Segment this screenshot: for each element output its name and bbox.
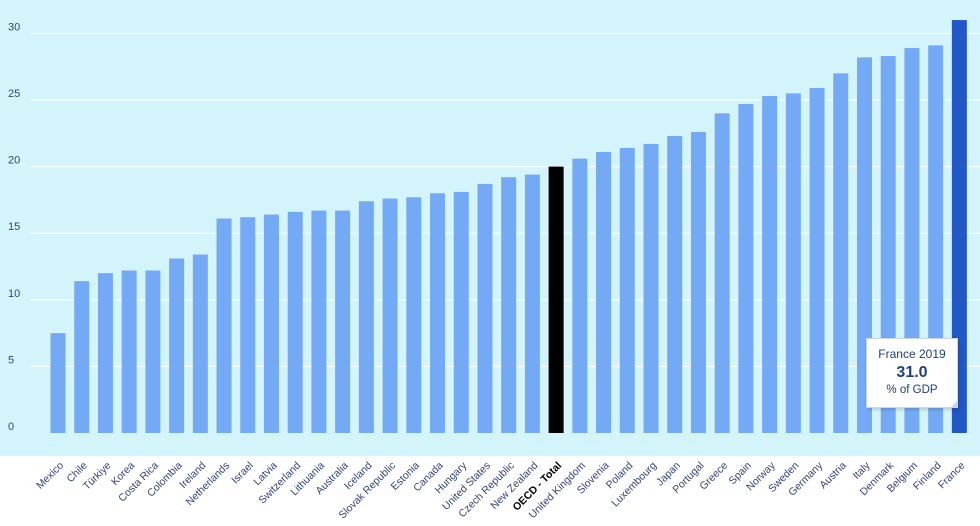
bar[interactable] — [335, 210, 351, 433]
bar[interactable] — [145, 270, 161, 433]
bar[interactable] — [690, 131, 706, 433]
y-tick-label: 25 — [8, 88, 20, 100]
bar[interactable] — [121, 270, 137, 433]
bar[interactable] — [619, 147, 635, 433]
bar[interactable] — [263, 214, 279, 433]
bar[interactable] — [951, 20, 967, 434]
bar[interactable] — [714, 113, 730, 433]
bar[interactable] — [762, 96, 778, 433]
bar[interactable] — [287, 211, 303, 433]
bar[interactable] — [50, 333, 66, 433]
x-category-label: France — [936, 460, 968, 492]
value-tooltip: France 2019 31.0 % of GDP — [866, 338, 958, 408]
bar[interactable] — [572, 158, 588, 433]
bar[interactable] — [240, 217, 256, 433]
tooltip-value: 31.0 — [896, 364, 928, 381]
tooltip-unit: % of GDP — [886, 384, 938, 396]
bar[interactable] — [358, 201, 374, 433]
x-category-label: Mexico — [34, 460, 66, 492]
y-tick-label: 10 — [8, 288, 20, 300]
bar[interactable] — [643, 143, 659, 433]
tooltip-title: France 2019 — [878, 347, 946, 361]
bar[interactable] — [477, 183, 493, 433]
bar[interactable] — [667, 135, 683, 434]
bar[interactable] — [453, 191, 469, 433]
bars — [50, 20, 967, 434]
y-tick-label: 15 — [8, 221, 20, 233]
bar[interactable] — [904, 48, 920, 433]
tooltip-pointer — [950, 400, 958, 408]
bar[interactable] — [192, 254, 208, 433]
bar[interactable] — [785, 93, 801, 433]
bar[interactable] — [169, 258, 185, 433]
bar[interactable] — [501, 177, 517, 433]
bar[interactable] — [833, 73, 849, 434]
y-tick-label: 5 — [8, 354, 14, 366]
bar[interactable] — [928, 45, 944, 433]
x-category-label: Austria — [817, 460, 849, 492]
bar[interactable] — [97, 273, 113, 433]
x-category-label: Israel — [229, 460, 256, 487]
bar[interactable] — [809, 88, 825, 434]
y-tick-label: 20 — [8, 155, 20, 167]
bar[interactable] — [548, 166, 564, 433]
bar[interactable] — [74, 281, 90, 433]
bar[interactable] — [311, 210, 327, 433]
bar[interactable] — [524, 174, 540, 434]
y-tick-label: 30 — [8, 21, 20, 33]
bar[interactable] — [738, 103, 754, 433]
bar[interactable] — [430, 193, 446, 433]
bar[interactable] — [406, 197, 422, 433]
bar[interactable] — [216, 218, 232, 433]
y-axis-ticks: 0 5 10 15 20 25 30 — [8, 21, 20, 433]
bar[interactable] — [596, 151, 612, 433]
bar[interactable] — [382, 198, 398, 433]
y-tick-label: 0 — [8, 421, 14, 433]
